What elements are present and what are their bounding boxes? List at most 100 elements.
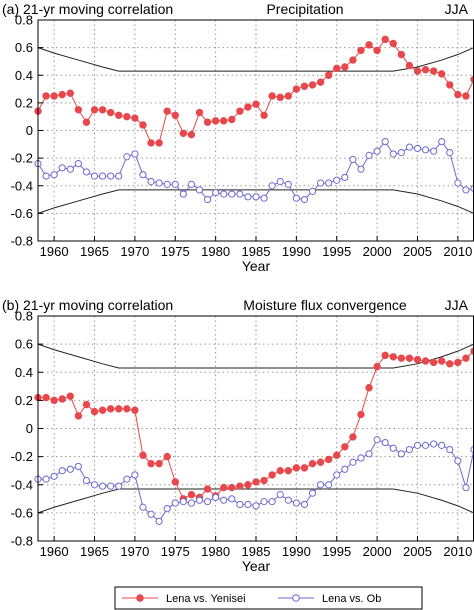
data-point [155,459,163,468]
data-point [252,193,260,201]
data-point [413,144,422,153]
significance-upper-line [37,47,474,72]
data-point [462,186,470,194]
data-point [373,46,381,55]
y-tick-label: -0.2 [11,449,33,464]
data-point [349,56,357,64]
data-point [276,93,284,102]
data-point [212,493,220,502]
y-tick-label: -0.8 [11,534,33,549]
data-point [421,146,430,154]
data-point [268,182,276,190]
data-point [268,471,276,479]
data-point [212,189,220,197]
data-point [421,441,430,449]
data-point [454,457,462,465]
data-point [187,180,196,188]
data-point [66,392,74,400]
data-point [308,187,317,195]
data-point [139,451,147,459]
x-tick-label: 1990 [282,544,311,559]
data-point [131,114,139,122]
data-point [228,483,236,492]
y-tick-label: -0.4 [11,178,33,193]
data-point [163,505,171,513]
data-point [292,85,301,93]
data-point [203,485,212,493]
data-point [325,179,333,187]
x-tick-label: 1985 [242,544,271,559]
data-point [260,194,268,202]
significance-upper-line [37,343,474,369]
data-point [316,481,325,489]
series-lena-vs-ob [34,436,474,525]
data-point [438,70,446,78]
data-point [66,89,74,97]
data-point [98,406,107,414]
legend-marker [136,594,144,602]
data-point [50,171,58,179]
data-point [244,193,252,201]
data-point [357,165,365,173]
x-tick-label: 1980 [201,244,230,259]
x-axis-label: Year [242,558,271,574]
data-point [98,172,107,180]
data-point [397,50,406,59]
data-point [389,150,397,158]
data-point [446,149,454,157]
data-point [228,115,236,124]
data-point [430,147,438,155]
data-point [50,92,58,100]
x-tick-label: 1960 [40,544,69,559]
data-point [123,405,131,413]
data-point [66,165,74,173]
data-point [58,467,66,475]
data-point [357,46,365,55]
data-point [228,495,236,503]
x-tick-label: 2010 [443,544,472,559]
series-line [37,38,474,144]
data-point [405,143,414,151]
data-point [300,464,309,472]
data-point [405,354,414,362]
y-tick-label: 0.4 [15,68,33,83]
data-point [163,452,171,461]
data-point [42,172,50,180]
x-tick-label: 2005 [403,544,432,559]
legend-box [114,586,423,610]
data-point [187,490,196,499]
data-point [373,436,381,444]
data-point [228,190,236,198]
x-tick-label: 1965 [80,244,109,259]
data-point [115,111,123,120]
data-point [316,179,325,187]
data-point [123,475,131,483]
series-lena-vs-yenisei [34,35,474,147]
data-point [179,190,187,198]
x-tick-label: 2000 [363,544,392,559]
data-point [260,498,268,506]
chart-title: Precipitation [266,1,343,17]
x-axis-label: Year [242,258,271,274]
data-point [90,407,99,416]
data-point [357,410,365,419]
panel-a: 0.8 0.6 0.4 0.2 0 -0.2 -0.4 -0.6 -0.8 1960 1965 197… [2,1,474,274]
data-point [462,92,470,100]
x-tick-label: 1980 [201,544,230,559]
x-tick-label: 1995 [322,244,351,259]
data-point [203,498,212,506]
data-point [155,139,163,147]
data-point [187,130,196,139]
data-point [98,106,107,114]
data-point [381,137,389,146]
y-tick-label: 0.2 [15,393,33,408]
data-point [454,90,462,99]
data-point [58,164,66,172]
data-point [195,186,204,194]
data-point [139,121,147,129]
data-point [203,195,212,204]
data-point [365,41,373,49]
data-point [107,172,115,180]
data-point [171,478,179,486]
data-point [438,357,446,365]
